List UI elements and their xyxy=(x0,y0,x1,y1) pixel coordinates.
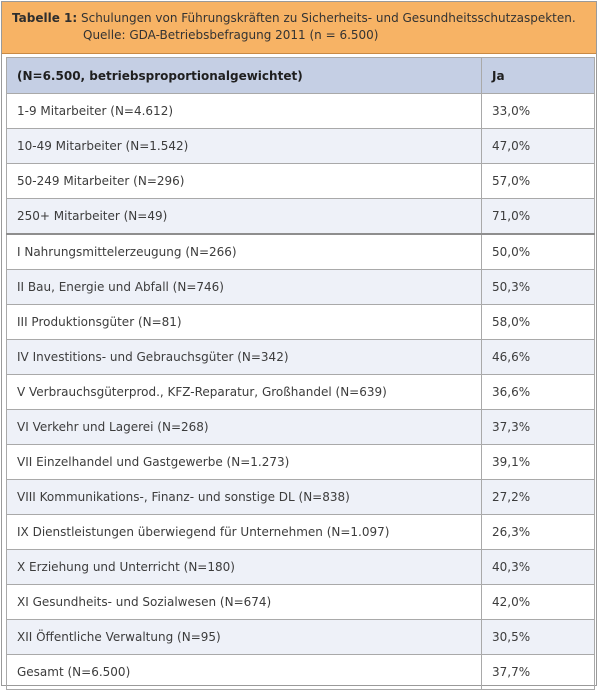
row-value: 47,0% xyxy=(481,128,595,164)
table-row: II Bau, Energie und Abfall (N=746) 50,3% xyxy=(6,269,595,305)
row-value: 37,7% xyxy=(481,654,595,690)
table-row: IX Dienstleistungen überwiegend für Unte… xyxy=(6,514,595,550)
row-value: 40,3% xyxy=(481,549,595,585)
row-value: 36,6% xyxy=(481,374,595,410)
row-value: 37,3% xyxy=(481,409,595,445)
caption-line-1: Tabelle 1: Schulungen von Führungskräfte… xyxy=(12,10,586,27)
row-label: 50-249 Mitarbeiter (N=296) xyxy=(6,163,482,199)
row-label: VI Verkehr und Lagerei (N=268) xyxy=(6,409,482,445)
row-label: II Bau, Energie und Abfall (N=746) xyxy=(6,269,482,305)
caption-label: Tabelle 1: xyxy=(12,11,78,25)
header-group: (N=6.500, betriebsproportionalgewichtet) xyxy=(6,57,482,94)
caption-source: Quelle: GDA-Betriebsbefragung 2011 (n = … xyxy=(83,28,379,42)
row-value: 39,1% xyxy=(481,444,595,480)
row-value: 30,5% xyxy=(481,619,595,655)
row-label: IV Investitions- und Gebrauchsgüter (N=3… xyxy=(6,339,482,375)
row-label: XI Gesundheits- und Sozialwesen (N=674) xyxy=(6,584,482,620)
row-label: 250+ Mitarbeiter (N=49) xyxy=(6,198,482,235)
table-row: V Verbrauchsgüterprod., KFZ-Reparatur, G… xyxy=(6,374,595,410)
row-label: I Nahrungsmittelerzeugung (N=266) xyxy=(6,233,482,270)
caption-title: Schulungen von Führungskräften zu Sicher… xyxy=(80,11,576,25)
row-value: 42,0% xyxy=(481,584,595,620)
row-label: VIII Kommunikations-, Finanz- und sonsti… xyxy=(6,479,482,515)
row-value: 33,0% xyxy=(481,93,595,129)
row-value: 58,0% xyxy=(481,304,595,340)
table-row: X Erziehung und Unterricht (N=180) 40,3% xyxy=(6,549,595,585)
row-value: 46,6% xyxy=(481,339,595,375)
table-row: VIII Kommunikations-, Finanz- und sonsti… xyxy=(6,479,595,515)
table-row-total: Gesamt (N=6.500) 37,7% xyxy=(6,654,595,690)
table-row: VI Verkehr und Lagerei (N=268) 37,3% xyxy=(6,409,595,445)
row-label: III Produktionsgüter (N=81) xyxy=(6,304,482,340)
table-row: III Produktionsgüter (N=81) 58,0% xyxy=(6,304,595,340)
table-caption: Tabelle 1: Schulungen von Führungskräfte… xyxy=(2,2,596,54)
row-value: 26,3% xyxy=(481,514,595,550)
row-label: Gesamt (N=6.500) xyxy=(6,654,482,690)
row-label: V Verbrauchsgüterprod., KFZ-Reparatur, G… xyxy=(6,374,482,410)
row-value: 27,2% xyxy=(481,479,595,515)
table-row: 250+ Mitarbeiter (N=49) 71,0% xyxy=(6,198,595,235)
data-table: (N=6.500, betriebsproportionalgewichtet)… xyxy=(6,57,595,690)
table-row: VII Einzelhandel und Gastgewerbe (N=1.27… xyxy=(6,444,595,480)
row-value: 50,3% xyxy=(481,269,595,305)
table-row: 1-9 Mitarbeiter (N=4.612) 33,0% xyxy=(6,93,595,129)
row-label: 1-9 Mitarbeiter (N=4.612) xyxy=(6,93,482,129)
row-label: IX Dienstleistungen überwiegend für Unte… xyxy=(6,514,482,550)
table-row: I Nahrungsmittelerzeugung (N=266) 50,0% xyxy=(6,233,595,270)
row-value: 71,0% xyxy=(481,198,595,235)
table-row: 50-249 Mitarbeiter (N=296) 57,0% xyxy=(6,163,595,199)
table-row: XII Öffentliche Verwaltung (N=95) 30,5% xyxy=(6,619,595,655)
row-label: XII Öffentliche Verwaltung (N=95) xyxy=(6,619,482,655)
header-row: (N=6.500, betriebsproportionalgewichtet)… xyxy=(6,57,595,94)
table-row: XI Gesundheits- und Sozialwesen (N=674) 4… xyxy=(6,584,595,620)
row-label: VII Einzelhandel und Gastgewerbe (N=1.27… xyxy=(6,444,482,480)
table-row: IV Investitions- und Gebrauchsgüter (N=3… xyxy=(6,339,595,375)
row-label: X Erziehung und Unterricht (N=180) xyxy=(6,549,482,585)
row-value: 57,0% xyxy=(481,163,595,199)
header-ja: Ja xyxy=(481,57,595,94)
table-row: 10-49 Mitarbeiter (N=1.542) 47,0% xyxy=(6,128,595,164)
row-label: 10-49 Mitarbeiter (N=1.542) xyxy=(6,128,482,164)
row-value: 50,0% xyxy=(481,233,595,270)
